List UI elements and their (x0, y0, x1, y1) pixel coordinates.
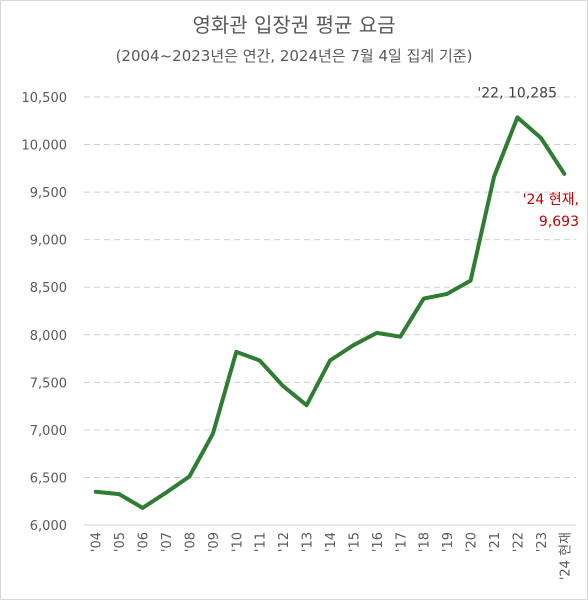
y-tick-label: 8,000 (30, 329, 67, 344)
grid-lines (84, 96, 576, 526)
x-tick-label: '19 (441, 532, 456, 552)
x-tick-label: '11 (254, 532, 269, 552)
x-tick-label: '24 현재 (558, 532, 573, 580)
y-tick-label: 9,500 (30, 186, 67, 201)
x-tick-label: '23 (535, 532, 550, 552)
x-tick-label: '07 (160, 532, 175, 552)
y-tick-label: 10,500 (22, 91, 68, 106)
y-tick-label: 6,000 (30, 519, 67, 534)
x-tick-label: '10 (230, 532, 245, 552)
y-axis-ticks: 6,000 6,500 7,000 7,500 8,000 8,500 9,000 9,500… (22, 91, 68, 534)
x-tick-label: '08 (183, 532, 198, 552)
annotation-2024-label: '24 현재, (523, 192, 579, 208)
x-tick-label: '15 (347, 532, 362, 552)
chart-subtitle: (2004~2023년은 연간, 2024년은 7월 4일 집계 기준) (115, 47, 473, 65)
y-tick-label: 9,000 (30, 234, 67, 249)
x-tick-label: '05 (113, 532, 128, 552)
annotation-2022: '22, 10,285 (477, 85, 557, 101)
x-tick-label: '22 (511, 532, 526, 552)
x-tick-label: '18 (418, 532, 433, 552)
series-line (93, 115, 567, 510)
x-tick-label: '06 (137, 532, 152, 552)
y-tick-label: 7,000 (30, 424, 67, 439)
chart-title: 영화관 입장권 평균 요금 (192, 13, 396, 37)
annotation-2024-value: 9,693 (539, 214, 579, 230)
y-tick-label: 10,000 (22, 139, 68, 154)
y-tick-label: 6,500 (30, 471, 67, 486)
x-tick-label: '21 (488, 532, 503, 552)
x-tick-label: '04 (90, 532, 105, 552)
x-tick-label: '14 (324, 532, 339, 552)
x-tick-label: '16 (371, 532, 386, 552)
x-tick-label: '09 (207, 532, 222, 552)
y-tick-label: 8,500 (30, 281, 67, 296)
x-tick-label: '12 (277, 532, 292, 552)
x-axis-ticks: '04 '05 '06 '07 '08 '09 '10 '11 '12 '13 '14 '15 '16 '… (90, 532, 574, 580)
x-tick-label: '13 (301, 532, 316, 552)
x-tick-label: '20 (465, 532, 480, 552)
x-tick-label: '17 (394, 532, 409, 552)
y-tick-label: 7,500 (30, 376, 67, 391)
